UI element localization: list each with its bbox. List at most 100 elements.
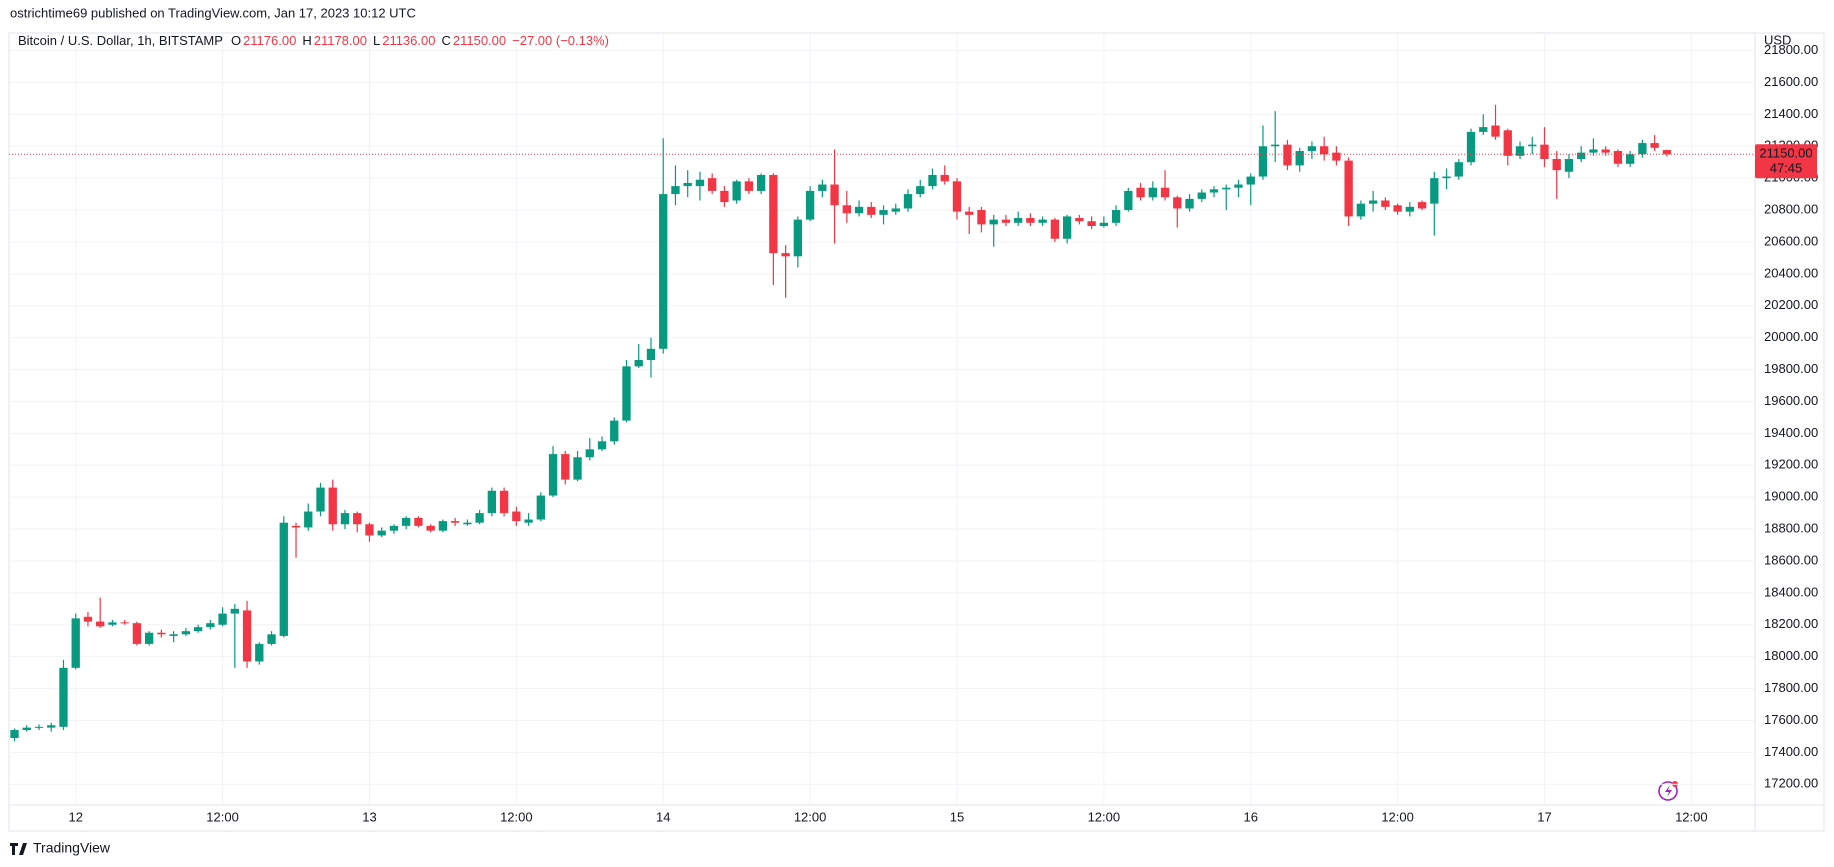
y-tick-label: 20600.00 [1764, 233, 1818, 248]
candle-body [597, 441, 607, 450]
candle-body [1613, 151, 1623, 164]
candle-body [1442, 176, 1451, 179]
x-tick-label: 15 [950, 809, 964, 824]
y-tick-label: 20200.00 [1764, 297, 1818, 312]
candle-body [47, 725, 56, 728]
ohlc-key: H [302, 33, 312, 48]
candle-body [1307, 146, 1317, 152]
y-tick-label: 18400.00 [1764, 584, 1818, 599]
candle-body [1001, 219, 1011, 223]
ohlc-value: 21178.00 [313, 33, 367, 48]
change: −27.00 (−0.13%) [512, 33, 609, 48]
candle-body [1405, 206, 1415, 212]
candle-body [793, 219, 803, 257]
candle-body [499, 490, 509, 514]
chart-title: Bitcoin / U.S. Dollar, 1h, BITSTAMP [18, 33, 223, 48]
candle-body [255, 643, 264, 662]
candle-body [230, 608, 239, 614]
candle-body [377, 530, 386, 536]
candle-body [34, 726, 44, 728]
candle-body [487, 490, 497, 514]
y-tick-label: 19600.00 [1764, 393, 1818, 408]
y-tick-label: 18200.00 [1764, 616, 1818, 631]
candle-body [1454, 162, 1463, 177]
candle-body [1246, 176, 1255, 185]
candle-body [756, 174, 766, 191]
legend: Bitcoin / U.S. Dollar, 1h, BITSTAMP O 2117… [18, 33, 611, 48]
last-price-box [1755, 144, 1817, 179]
candle-body [1173, 197, 1182, 209]
candle-body [1479, 127, 1488, 132]
candle-body [1038, 219, 1047, 223]
candle-body [1258, 146, 1268, 177]
candle-body [634, 359, 643, 367]
candle-body [1650, 143, 1659, 148]
candle-body [316, 487, 325, 512]
candle-body [1344, 160, 1353, 217]
brand: TradingView [33, 840, 111, 856]
candle-body [708, 178, 717, 191]
candle-body [59, 667, 68, 727]
candle-body [389, 525, 399, 531]
ohlc-key: L [372, 33, 381, 48]
candle-body [193, 627, 203, 632]
x-tick-label: 12:00 [1675, 809, 1708, 824]
candle-body [524, 519, 533, 523]
candle-body [1601, 149, 1610, 153]
candle-body [96, 621, 105, 627]
x-tick-label: 12:00 [500, 809, 533, 824]
candle-body [71, 618, 80, 668]
candle-body [671, 186, 680, 195]
candle-body [1381, 200, 1390, 207]
candle-body [1136, 187, 1145, 198]
candle-body [1319, 146, 1329, 155]
x-tick-label: 12:00 [206, 809, 239, 824]
candle-body [1050, 219, 1060, 239]
grid [9, 33, 1755, 805]
y-tick-label: 20800.00 [1764, 201, 1818, 216]
candle-body [157, 632, 166, 635]
candle-body [169, 634, 178, 636]
candle-body [1577, 152, 1586, 160]
y-tick-label: 18000.00 [1764, 648, 1818, 663]
candle-body [683, 182, 692, 187]
candle-body [818, 184, 827, 191]
candle-body [1087, 221, 1096, 226]
candle-body [879, 210, 888, 215]
candle-body [842, 205, 851, 214]
candle-body [561, 454, 570, 480]
candle-body [1026, 218, 1035, 223]
candle-body [206, 623, 215, 628]
candle-body [1552, 159, 1561, 171]
candle-body [854, 206, 864, 214]
candle-body [1368, 200, 1378, 204]
candle-body [585, 449, 594, 458]
candle-body [1638, 143, 1647, 155]
ohlc-key: C [441, 33, 451, 48]
candle-body [1393, 205, 1402, 212]
candle-body [940, 174, 949, 182]
candle-body [1062, 216, 1072, 239]
candle-body [1515, 146, 1525, 156]
candle-body [450, 521, 460, 523]
candle-body [646, 348, 656, 360]
candle-body [402, 517, 411, 526]
candle-body [805, 190, 815, 220]
candle-body [353, 513, 362, 525]
candle-body [610, 420, 619, 442]
x-tick-label: 12:00 [1381, 809, 1414, 824]
candle-body [426, 525, 435, 531]
candle-body [695, 179, 705, 187]
candle-body [977, 210, 986, 225]
candle-body [769, 174, 778, 254]
y-tick-label: 21400.00 [1764, 106, 1818, 121]
candle-body [144, 632, 154, 644]
candle-body [928, 174, 937, 187]
ohlc-value: 21176.00 [243, 33, 297, 48]
candle-body [965, 211, 974, 215]
candle-body [1332, 152, 1341, 161]
y-tick-label: 17200.00 [1764, 776, 1818, 791]
x-tick-label: 13 [362, 809, 376, 824]
